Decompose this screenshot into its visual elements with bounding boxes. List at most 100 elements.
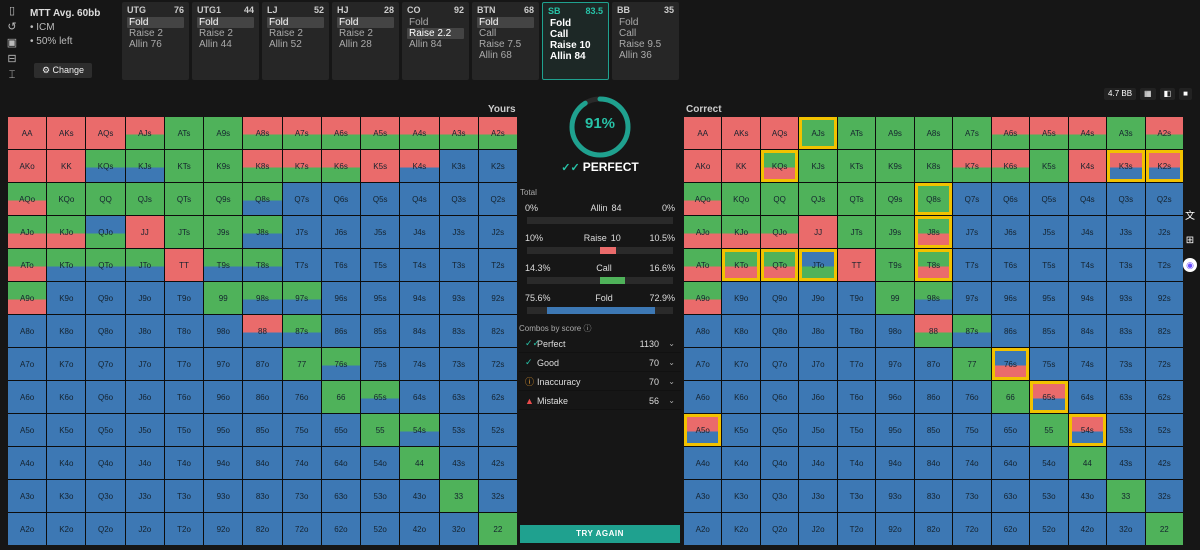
position-action[interactable]: Raise 7.5 — [479, 39, 522, 50]
hand-cell[interactable]: 74s — [400, 348, 439, 380]
hand-cell[interactable]: 64o — [991, 447, 1030, 479]
hand-cell[interactable]: 64s — [1068, 381, 1107, 413]
hand-cell[interactable]: Q4s — [400, 183, 439, 215]
hand-cell[interactable]: K3o — [47, 480, 86, 512]
hand-cell[interactable]: A6s — [991, 117, 1030, 149]
hand-cell[interactable]: T2s — [478, 249, 517, 281]
hand-cell[interactable]: 65o — [321, 414, 361, 446]
position-action[interactable]: Raise 10 — [550, 40, 591, 51]
hand-cell[interactable]: AA — [8, 117, 47, 149]
hand-cell[interactable]: K5o — [47, 414, 86, 446]
position-action[interactable]: Fold — [477, 17, 534, 28]
hand-cell[interactable]: 84s — [1068, 315, 1107, 347]
hand-cell[interactable]: T7o — [164, 348, 204, 380]
hand-cell[interactable]: 74s — [1068, 348, 1107, 380]
position-action[interactable]: Allin 28 — [339, 39, 372, 50]
hand-cell[interactable]: 87s — [282, 315, 321, 347]
position-action[interactable]: Allin 84 — [409, 39, 442, 50]
hand-cell[interactable]: 94s — [400, 282, 439, 314]
hand-cell[interactable]: K8o — [722, 315, 760, 347]
hand-cell[interactable]: JTs — [837, 216, 876, 248]
hand-cell[interactable]: 62o — [321, 513, 361, 545]
hand-cell[interactable]: A2s — [1145, 117, 1183, 149]
hand-cell[interactable]: 53s — [439, 414, 478, 446]
hand-cell[interactable]: T7s — [953, 249, 991, 281]
hand-cell[interactable]: 84s — [400, 315, 439, 347]
hand-cell[interactable]: Q6s — [991, 183, 1030, 215]
hand-cell[interactable]: J8s — [914, 216, 953, 248]
hand-cell[interactable]: KQo — [47, 183, 86, 215]
hand-cell[interactable]: 44 — [400, 447, 439, 479]
split-view-icon[interactable]: ◧ — [1159, 88, 1176, 100]
position-action[interactable]: Allin 44 — [199, 39, 232, 50]
hand-cell[interactable]: Q7o — [86, 348, 125, 380]
hand-cell[interactable]: 82o — [914, 513, 953, 545]
hand-cell[interactable]: J7o — [799, 348, 837, 380]
position-action[interactable]: Raise 2 — [269, 28, 303, 39]
hand-cell[interactable]: 74o — [953, 447, 991, 479]
hand-cell[interactable]: QTs — [837, 183, 876, 215]
hand-cell[interactable]: 65s — [1030, 381, 1068, 413]
hand-cell[interactable]: JTs — [164, 216, 204, 248]
hand-cell[interactable]: KJs — [799, 150, 837, 182]
hand-cell[interactable]: 97o — [204, 348, 243, 380]
combo-row-mistake[interactable]: ▲ Mistake 56 ⌄ — [519, 392, 681, 410]
chevron-down-icon[interactable]: ⌄ — [668, 396, 675, 405]
position-card-co[interactable]: CO 92 Fold Raise 2.2 Allin 84 — [402, 2, 469, 80]
hand-cell[interactable]: J7s — [282, 216, 321, 248]
position-action[interactable]: Allin 36 — [619, 50, 652, 61]
position-action[interactable]: Allin 84 — [550, 51, 586, 62]
position-card-utg1[interactable]: UTG1 44 Fold Raise 2 Allin 44 — [192, 2, 259, 80]
hand-cell[interactable]: T6o — [837, 381, 876, 413]
train-icon[interactable]: ⊟ — [7, 53, 17, 65]
hand-cell[interactable]: 93o — [876, 480, 914, 512]
hand-cell[interactable]: 53o — [1030, 480, 1068, 512]
hand-cell[interactable]: AKs — [47, 117, 86, 149]
hand-cell[interactable]: 64o — [321, 447, 361, 479]
hand-cell[interactable]: 96s — [321, 282, 361, 314]
hand-cell[interactable]: JJ — [125, 216, 164, 248]
hand-cell[interactable]: Q2s — [1145, 183, 1183, 215]
hand-cell[interactable]: K3s — [1107, 150, 1145, 182]
hand-cell[interactable]: Q8s — [243, 183, 282, 215]
hand-cell[interactable]: K2s — [1145, 150, 1183, 182]
hand-cell[interactable]: T3s — [1107, 249, 1145, 281]
hand-cell[interactable]: K7o — [47, 348, 86, 380]
hand-cell[interactable]: J2o — [125, 513, 164, 545]
hand-cell[interactable]: QJs — [125, 183, 164, 215]
hand-cell[interactable]: 86s — [321, 315, 361, 347]
hand-cell[interactable]: K4o — [47, 447, 86, 479]
hand-cell[interactable]: 99 — [204, 282, 243, 314]
hand-cell[interactable]: KQs — [86, 150, 125, 182]
hand-cell[interactable]: AQs — [86, 117, 125, 149]
hand-cell[interactable]: KJs — [125, 150, 164, 182]
hand-cell[interactable]: 54o — [1030, 447, 1068, 479]
hand-cell[interactable]: J4s — [400, 216, 439, 248]
assistant-icon[interactable]: ◉ — [1183, 258, 1197, 272]
chevron-down-icon[interactable]: ⌄ — [668, 377, 675, 386]
hand-cell[interactable]: Q3o — [86, 480, 125, 512]
hand-cell[interactable]: A7o — [684, 348, 722, 380]
hand-cell[interactable]: J9o — [125, 282, 164, 314]
hand-cell[interactable]: 62s — [1145, 381, 1183, 413]
hand-cell[interactable]: J6s — [321, 216, 361, 248]
hand-cell[interactable]: 95s — [1030, 282, 1068, 314]
hand-cell[interactable]: 72o — [953, 513, 991, 545]
hand-cell[interactable]: T9s — [876, 249, 914, 281]
combo-row-perfect[interactable]: ✓✓ Perfect 1130 ⌄ — [519, 335, 681, 353]
hand-cell[interactable]: A6o — [684, 381, 722, 413]
hand-cell[interactable]: 52o — [1030, 513, 1068, 545]
hand-cell[interactable]: 92s — [1145, 282, 1183, 314]
hand-cell[interactable]: T8s — [243, 249, 282, 281]
hand-cell[interactable]: A7o — [8, 348, 47, 380]
hand-cell[interactable]: A6o — [8, 381, 47, 413]
hand-cell[interactable]: 73o — [282, 480, 321, 512]
hand-cell[interactable]: T7s — [282, 249, 321, 281]
hand-cell[interactable]: J7o — [125, 348, 164, 380]
hand-cell[interactable]: 42s — [478, 447, 517, 479]
hand-cell[interactable]: Q5o — [760, 414, 799, 446]
hand-cell[interactable]: 97o — [876, 348, 914, 380]
square-view-icon[interactable]: ■ — [1179, 88, 1192, 100]
hand-cell[interactable]: 54s — [1068, 414, 1107, 446]
hand-cell[interactable]: 42s — [1145, 447, 1183, 479]
